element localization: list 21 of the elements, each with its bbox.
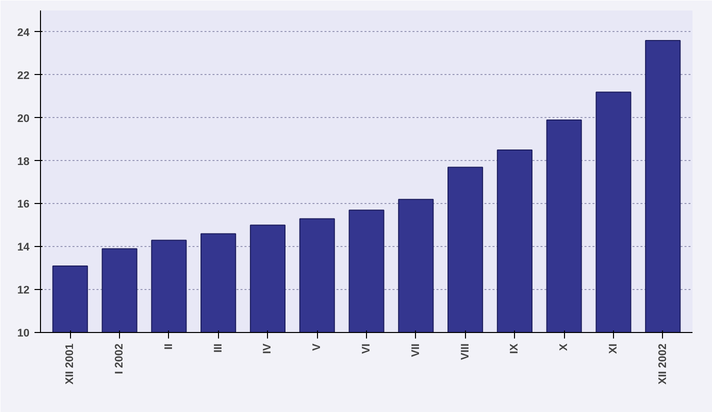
y-tick-label: 14: [17, 242, 30, 254]
x-tick-label: III: [212, 343, 224, 353]
y-tick-label: 10: [17, 328, 30, 340]
x-tick-label: IX: [508, 342, 521, 354]
y-tick-label: 16: [17, 198, 30, 211]
x-tick-label: VII: [410, 343, 422, 357]
x-tick-label: VIII: [459, 343, 472, 360]
y-tick-label: 24: [17, 26, 30, 39]
x-tick-label: I 2002: [114, 343, 126, 374]
x-tick-label: IV: [262, 342, 274, 354]
x-tick-label: V: [311, 342, 324, 351]
x-tick-label: X: [558, 342, 570, 351]
y-tick-label: 20: [17, 112, 30, 125]
x-tick-label: XII 2002: [656, 343, 669, 384]
x-tick-label: VI: [360, 343, 372, 354]
x-tick-label: XII 2001: [64, 343, 76, 384]
y-tick-label: 18: [17, 156, 30, 168]
x-tick-label: II: [162, 343, 175, 350]
x-tick-label: XI: [607, 343, 620, 354]
y-tick-label: 22: [17, 70, 30, 82]
y-tick-label: 12: [17, 284, 30, 297]
